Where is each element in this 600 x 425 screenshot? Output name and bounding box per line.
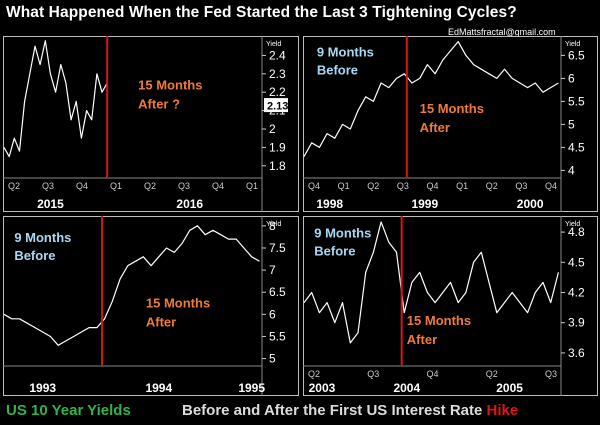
panel-1999-series-line	[303, 40, 559, 157]
panel-1999-quarter-label-6: Q2	[486, 181, 498, 191]
chart-panel-2004: Yield 3.6 3.9 4.2 4.5 4.8 9 Months Before 15 Mon…	[303, 216, 598, 396]
panel-1999-quarter-label-7: Q3	[515, 181, 527, 191]
panel-1999-year-label-0: 1998	[316, 197, 343, 211]
panel-2004-quarter-label-2: Q4	[426, 369, 438, 379]
panel-2004-ytick-label-2: 4.2	[568, 286, 585, 300]
panel-2015-year-label-0: 2015	[37, 197, 64, 211]
panel-2004-year-label-2: 2005	[496, 381, 523, 395]
panel-1999-before-text-1: Before	[317, 62, 358, 77]
panel-1999-ytick-label-5: 6.5	[568, 48, 585, 62]
panel-1994-ytick-label-1: 5.5	[269, 329, 286, 343]
panel-2015-quarter-label-4: Q2	[144, 181, 156, 191]
panel-2004-quarter-label-0: Q2	[308, 369, 320, 379]
panel-2004-series-line	[303, 221, 559, 344]
panel-1994-ytick-label-4: 7	[269, 263, 276, 277]
panel-1999-quarter-label-1: Q1	[338, 181, 350, 191]
panel-1999-year-label-1: 1999	[411, 197, 438, 211]
panel-1999-quarter-label-8: Q4	[545, 181, 557, 191]
panel-2004-after-text-1: After	[407, 332, 437, 347]
panel-2004-quarter-label-4: Q3	[545, 369, 557, 379]
panel-1994-year-label-2: 1995	[238, 381, 265, 395]
chart-panel-1994: Yield 5 5.5 6 6.5 7 7.5 8 9 Months Before 15 Month…	[3, 216, 299, 396]
panel-2004-after-text-0: 15 Months	[407, 313, 471, 328]
panel-2015-quarter-label-7: Q1	[246, 181, 258, 191]
panel-1994-year-label-0: 1993	[29, 381, 56, 395]
panel-1994-ytick-label-5: 7.5	[269, 241, 286, 255]
panel-2015-ytick-label-5: 2.3	[269, 67, 286, 81]
panel-1999-year-label-2: 2000	[517, 197, 544, 211]
panel-1999-quarter-label-4: Q4	[426, 181, 438, 191]
panel-2004-before-text-1: Before	[314, 243, 355, 258]
panel-2015-after-text-0: 15 Months	[138, 77, 202, 92]
panel-2015-series-line	[3, 40, 108, 158]
panel-2015-year-label-1: 2016	[176, 197, 203, 211]
panel-2015-quarter-label-3: Q1	[110, 181, 122, 191]
chart-panel-1999: Yield 4 4.5 5 5.5 6 6.5 9 Months Before 15 Months…	[303, 36, 598, 212]
page-title: What Happened When the Fed Started the L…	[6, 4, 517, 21]
panel-1999-quarter-label-2: Q2	[367, 181, 379, 191]
chart-2004-svg: Yield 3.6 3.9 4.2 4.5 4.8 9 Months Before 15 Mon…	[303, 216, 598, 396]
panel-1994-ytick-label-0: 5	[269, 352, 276, 366]
panel-2015-quarter-label-6: Q4	[212, 181, 224, 191]
panel-1994-ytick-label-6: 8	[269, 219, 276, 233]
chart-1999-svg: Yield 4 4.5 5 5.5 6 6.5 9 Months Before 15 Months…	[303, 36, 598, 212]
panel-1999-ylabel: Yield	[565, 41, 580, 48]
panel-2015-quarter-label-1: Q3	[42, 181, 54, 191]
panel-2004-ytick-label-3: 4.5	[568, 255, 585, 269]
panel-2015-ytick-label-4: 2.2	[269, 85, 286, 99]
panel-1999-ytick-label-4: 6	[568, 71, 575, 85]
panel-2004-before-text-0: 9 Months	[314, 225, 371, 240]
panel-1999-before-text-0: 9 Months	[317, 44, 374, 59]
panel-2015-quarter-label-0: Q2	[8, 181, 20, 191]
panel-2015-after-text-1: After ?	[138, 96, 180, 111]
panel-2015-ytick-label-0: 1.8	[269, 159, 286, 173]
panel-1999-after-text-1: After	[420, 120, 450, 135]
panel-1999-quarter-label-0: Q4	[308, 181, 320, 191]
panel-2015-frame	[3, 36, 299, 212]
panel-1999-after-text-0: 15 Months	[420, 101, 484, 116]
panel-2004-quarter-label-1: Q3	[367, 369, 379, 379]
footer-right-label: Before and After the First US Interest R…	[182, 402, 518, 419]
panel-1999-ytick-label-0: 4	[568, 163, 575, 177]
panel-2004-ylabel: Yield	[565, 221, 580, 228]
panel-2015-ytick-label-6: 2.4	[269, 48, 286, 62]
author-email: EdMattsfractal@gmail.com	[448, 27, 556, 37]
panel-1994-before-text-1: Before	[14, 248, 55, 263]
panel-1999-quarter-label-5: Q1	[456, 181, 468, 191]
panel-2004-year-label-0: 2003	[309, 381, 336, 395]
panel-2004-ytick-label-4: 4.8	[568, 225, 585, 239]
panel-2015-quarter-label-2: Q4	[76, 181, 88, 191]
panel-2015-current-value-box	[264, 98, 288, 113]
footer-right-prefix: Before and After the First US Interest R…	[182, 402, 483, 419]
panel-2015-ytick-label-2: 2	[269, 122, 276, 136]
panel-2004-quarter-label-3: Q2	[486, 369, 498, 379]
panel-1994-year-label-1: 1994	[145, 381, 172, 395]
footer-left-label: US 10 Year Yields	[6, 402, 131, 419]
panel-2015-current-value: 2.13	[267, 101, 288, 113]
panel-2004-year-label-1: 2004	[393, 381, 420, 395]
panel-1999-ytick-label-1: 4.5	[568, 140, 585, 154]
panel-1999-ytick-label-3: 5.5	[568, 94, 585, 108]
panel-1994-after-text-0: 15 Months	[146, 296, 210, 311]
panel-1994-before-text-0: 9 Months	[14, 230, 71, 245]
panel-1994-series-line	[3, 225, 260, 346]
panel-2015-quarter-label-5: Q3	[178, 181, 190, 191]
panel-2004-ytick-label-1: 3.9	[568, 316, 585, 330]
panel-2004-ytick-label-0: 3.6	[568, 346, 585, 360]
panel-1994-after-text-1: After	[146, 315, 176, 330]
panel-1999-ytick-label-2: 5	[568, 117, 575, 131]
panel-1994-ytick-label-3: 6.5	[269, 285, 286, 299]
panel-1994-ytick-label-2: 6	[269, 307, 276, 321]
panel-1999-quarter-label-3: Q3	[397, 181, 409, 191]
panel-1994-ylabel: Yield	[266, 221, 281, 228]
panel-2015-ytick-label-1: 1.9	[269, 140, 286, 154]
panel-2015-ylabel: Yield	[266, 41, 281, 48]
chart-1994-svg: Yield 5 5.5 6 6.5 7 7.5 8 9 Months Before 15 Month…	[3, 216, 299, 396]
footer-hike-word: Hike	[486, 402, 519, 419]
